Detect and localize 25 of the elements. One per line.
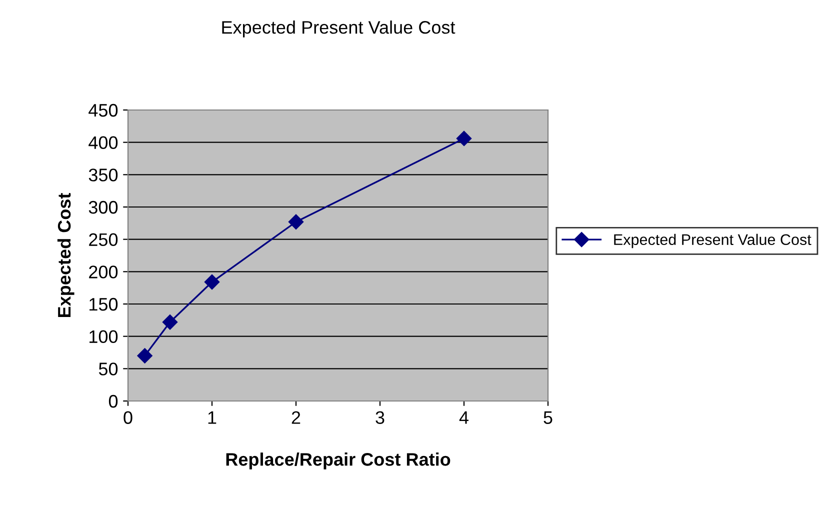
x-axis-title: Replace/Repair Cost Ratio [226,452,450,470]
y-tick-label: 150 [90,298,118,311]
y-tick-label: 200 [89,266,118,278]
x-tick-label: 4 [459,411,468,424]
y-tick-label: 350 [88,168,118,182]
point [288,214,304,230]
y-tick-label: 50 [98,362,118,376]
y-tick-label: 250 [89,233,118,246]
chart-title: Expected Present Value Cost [222,20,456,38]
point [162,314,178,330]
legend-label: Expected Present Value Cost [614,234,812,248]
y-tick-label: 400 [88,136,118,150]
y-tick-label: 100 [90,330,118,344]
y-axis-title: Expected Cost [57,193,74,317]
y-tick-label: 300 [88,200,118,214]
x-tick-label: 0 [124,411,132,424]
x-tick-label: 3 [376,411,384,424]
point [204,274,220,290]
x-tick-label: 2 [292,411,300,424]
point [456,130,472,146]
x-tick-label: 5 [544,411,552,424]
point [137,348,152,364]
y-tick-label: 450 [88,104,118,117]
x-tick-label: 1 [208,411,216,424]
y-tick-label: 0 [108,394,118,408]
